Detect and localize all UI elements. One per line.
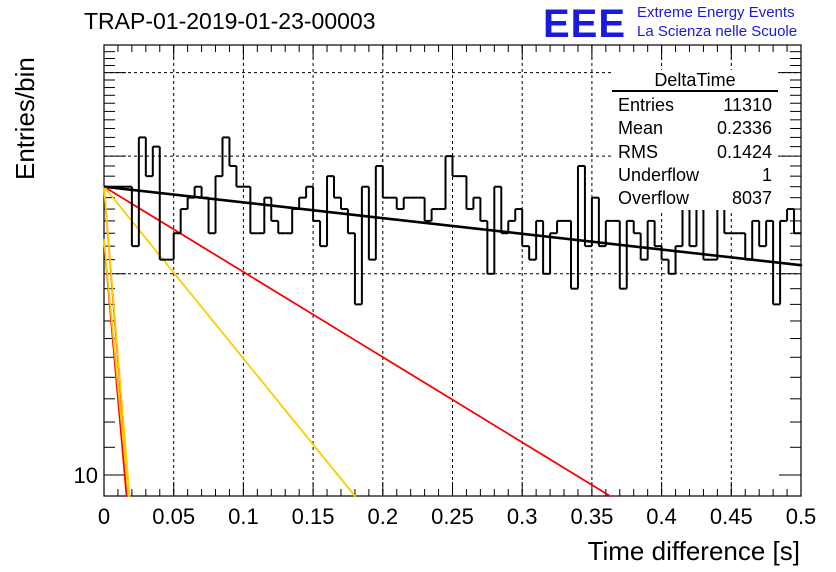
stats-value: 0.2336	[716, 118, 772, 139]
x-tick-label: 0.1	[228, 504, 259, 529]
x-tick-label: 0.25	[431, 504, 474, 529]
fit-line	[102, 185, 803, 267]
x-axis-label: Time difference [s]	[588, 536, 800, 566]
tick-labels: 0 0.05 0.1 0.15 0.2 0.25 0.3 0.35 0.4 0.45 0.5 10	[74, 463, 817, 529]
x-tick-label: 0.05	[152, 504, 195, 529]
fit-line	[103, 238, 130, 497]
y-axis-label: Entries/bin	[10, 57, 40, 180]
x-tick-label: 0.45	[710, 504, 753, 529]
axis-ticks	[103, 44, 802, 496]
fit-line	[103, 185, 131, 497]
stats-row-overflow: Overflow 8037	[612, 187, 778, 210]
histogram-bins	[104, 136, 801, 306]
stats-label: Overflow	[618, 188, 690, 209]
stats-row-mean: Mean 0.2336	[612, 117, 778, 140]
stats-label: Underflow	[618, 164, 700, 185]
stats-value: 8037	[731, 188, 772, 209]
x-tick-label: 0.3	[507, 504, 538, 529]
fit-curves	[102, 185, 803, 497]
stats-box: DeltaTime Entries 11310 Mean 0.2336 RMS …	[612, 70, 778, 211]
stats-label: Mean	[618, 118, 664, 139]
stats-value: 0.1424	[716, 141, 772, 162]
fit-line	[103, 185, 611, 497]
stats-row-underflow: Underflow 1	[612, 164, 778, 187]
stats-value: 11310	[723, 95, 772, 115]
stats-row-entries: Entries 11310	[612, 94, 778, 117]
stats-label: RMS	[618, 141, 658, 162]
stats-label: Entries	[618, 95, 675, 115]
logo-line-1: Extreme Energy Events	[637, 4, 795, 21]
stats-value: 1	[761, 164, 772, 185]
x-tick-label: 0.35	[570, 504, 613, 529]
x-tick-label: 0.2	[368, 504, 399, 529]
page-title: TRAP-01-2019-01-23-00003	[84, 8, 376, 34]
x-tick-label: 0.15	[292, 504, 335, 529]
x-tick-label: 0.5	[786, 504, 817, 529]
fit-line	[103, 185, 356, 497]
y-tick-label: 10	[74, 463, 98, 488]
x-tick-label: 0.4	[646, 504, 677, 529]
stats-row-rms: RMS 0.1424	[612, 141, 778, 164]
eee-logo: EEE	[543, 2, 627, 46]
x-tick-label: 0	[98, 504, 110, 529]
logo-line-2: La Scienza nelle Scuole	[637, 23, 798, 40]
stats-box-name: DeltaTime	[612, 70, 778, 92]
